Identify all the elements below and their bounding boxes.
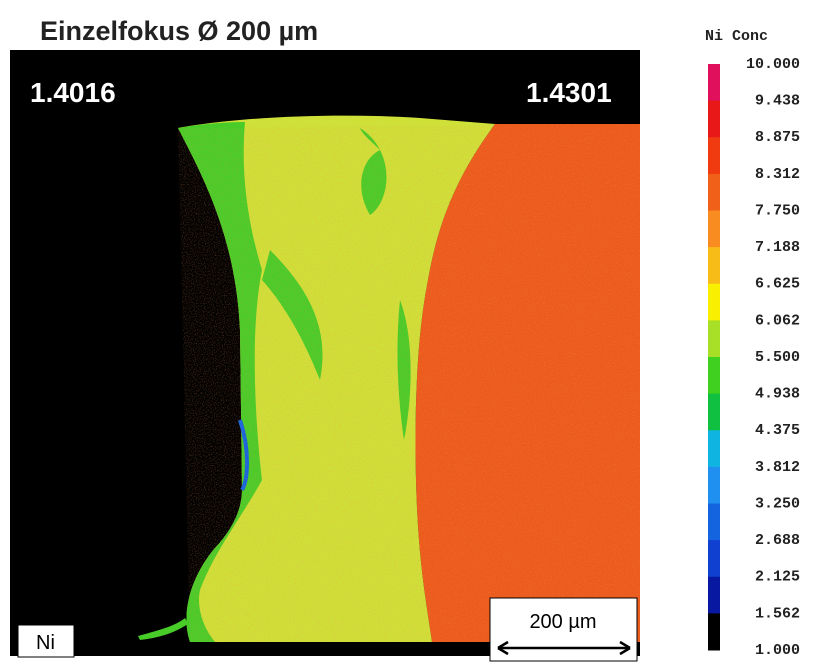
- element-label: Ni: [36, 632, 55, 654]
- colorbar-title: Ni Conc: [705, 28, 768, 45]
- color-segment: [708, 357, 720, 394]
- scale-bar-label: 200 µm: [529, 611, 596, 633]
- color-segment: [708, 320, 720, 357]
- colorbar-tick-label: 3.250: [755, 495, 800, 512]
- colorbar-tick-label: 8.312: [755, 166, 800, 183]
- color-segment: [708, 394, 720, 431]
- colorbar-tick-label: 7.750: [755, 202, 800, 219]
- color-segment: [708, 540, 720, 577]
- title: Einzelfokus Ø 200 µm: [40, 16, 318, 46]
- colorbar-tick-label: 9.438: [755, 93, 800, 110]
- color-segment: [708, 284, 720, 321]
- color-segment: [708, 211, 720, 248]
- color-segment: [708, 101, 720, 138]
- color-segment: [708, 64, 720, 101]
- colorbar-tick-label: 8.875: [755, 129, 800, 146]
- color-segment: [708, 174, 720, 211]
- colorbar-tick-label: 1.000: [755, 642, 800, 659]
- color-segment: [708, 247, 720, 284]
- color-segment: [708, 467, 720, 504]
- colorbar-tick-label: 1.562: [755, 605, 800, 622]
- color-segment: [708, 577, 720, 614]
- colorbar-tick-label: 4.375: [755, 422, 800, 439]
- colorbar-tick-label: 2.125: [755, 569, 800, 586]
- colorbar-tick-label: 4.938: [755, 386, 800, 403]
- color-segment: [708, 137, 720, 174]
- left-material-label: 1.4016: [30, 77, 116, 108]
- texture: [178, 124, 640, 642]
- colorbar-tick-label: 2.688: [755, 532, 800, 549]
- colorbar-tick-label: 6.062: [755, 312, 800, 329]
- colorbar-tick-label: 6.625: [755, 276, 800, 293]
- color-segment: [708, 613, 720, 650]
- colorbar-tick-label: 7.188: [755, 239, 800, 256]
- color-segment: [708, 430, 720, 467]
- colorbar: 10.000 9.438 8.875 8.312 7.750 7.188 6.625 6.06…: [708, 56, 800, 659]
- colorbar-tick-label: 3.812: [755, 459, 800, 476]
- right-material-label: 1.4301: [526, 77, 612, 108]
- page: Einzelfokus Ø 200 µm 1.4016 1.4301 Ni 20…: [0, 0, 831, 662]
- color-segment: [708, 504, 720, 541]
- colorbar-tick-label: 5.500: [755, 349, 800, 366]
- colorbar-tick-label: 10.000: [746, 56, 800, 73]
- ni-map: [10, 50, 640, 656]
